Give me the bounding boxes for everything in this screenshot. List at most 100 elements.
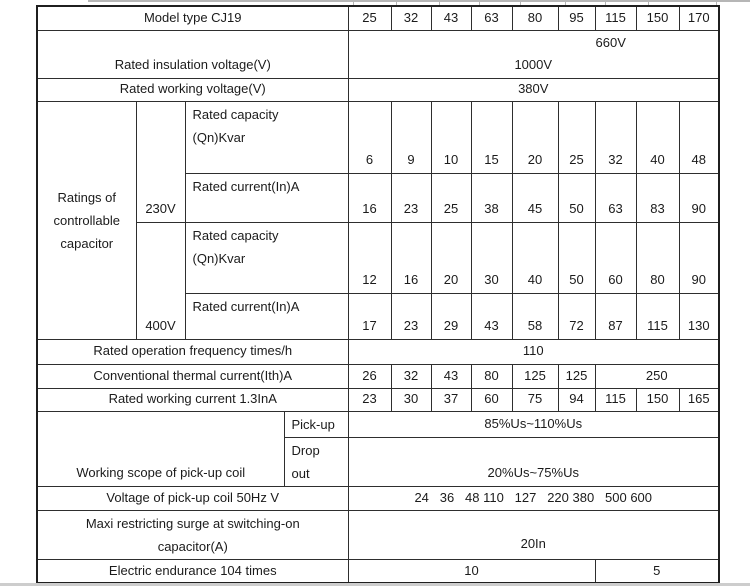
model-column-header: 43 xyxy=(430,5,472,31)
current-230-value: 16 xyxy=(347,172,392,223)
working-current-row: Rated working current 1.3InA 23 30 37 60… xyxy=(36,387,720,412)
current-400-value: 43 xyxy=(470,292,513,340)
thermal-current-merged-value: 250 xyxy=(594,363,720,389)
model-type-header: Model type CJ19 xyxy=(36,5,349,31)
surge-row: Maxi restricting surge at switching-on c… xyxy=(36,509,720,560)
voltage-400-label: 400V xyxy=(135,221,186,340)
capacity-400-row: 400V Rated capacity (Qn)Kvar 12 16 20 30… xyxy=(37,221,720,340)
capacity-400-value: 60 xyxy=(594,221,637,294)
capacity-230-row: Ratings of controllable capacitor 230V R… xyxy=(36,100,720,340)
current-230-value: 50 xyxy=(557,172,596,223)
current-230-row: Rated current(In)A 16 23 25 38 45 50 63 … xyxy=(37,172,720,223)
capacity-230-value: 15 xyxy=(470,100,513,174)
cropped-table-above-tick xyxy=(439,0,440,5)
current-400-value: 130 xyxy=(678,292,720,340)
current-230-value: 45 xyxy=(511,172,559,223)
frequency-label: Rated operation frequency times/h xyxy=(36,338,349,365)
current-230-label: Rated current(In)A xyxy=(184,172,349,223)
model-column-header: 95 xyxy=(557,5,596,31)
working-current-value: 37 xyxy=(430,387,472,412)
thermal-current-value: 43 xyxy=(430,363,472,389)
capacity-400-value: 40 xyxy=(511,221,559,294)
pickup-label: Pick-up xyxy=(283,410,349,438)
current-400-value: 115 xyxy=(635,292,680,340)
current-400-value: 23 xyxy=(390,292,432,340)
cropped-table-above-tick xyxy=(353,0,354,5)
working-current-value: 94 xyxy=(557,387,596,412)
capacity-400-value: 16 xyxy=(390,221,432,294)
capacity-400-value: 90 xyxy=(678,221,720,294)
capacity-400-value: 20 xyxy=(430,221,472,294)
cropped-table-above-tick xyxy=(605,0,606,5)
current-400-row: Rated current(In)A 17 23 29 43 58 72 87 … xyxy=(37,292,720,340)
model-column-header: 80 xyxy=(511,5,559,31)
insulation-voltage-values: 660V 1000V xyxy=(347,29,720,79)
current-400-label: Rated current(In)A xyxy=(184,292,349,340)
capacity-230-value: 6 xyxy=(347,100,392,174)
working-current-value: 150 xyxy=(635,387,680,412)
capacity-400-label: Rated capacity (Qn)Kvar xyxy=(184,221,349,294)
thermal-current-value: 26 xyxy=(347,363,392,389)
model-column-header: 32 xyxy=(390,5,432,31)
working-voltage-label: Rated working voltage(V) xyxy=(36,77,349,102)
cropped-content-below-line xyxy=(0,583,750,586)
cropped-table-above-tick xyxy=(520,0,521,5)
insulation-voltage-660: 660V xyxy=(595,35,626,50)
model-column-header: 150 xyxy=(635,5,680,31)
working-current-value: 115 xyxy=(594,387,637,412)
ratings-label: Ratings of controllable capacitor xyxy=(36,100,137,340)
cropped-table-above-tick xyxy=(648,0,649,5)
cropped-table-above-tick xyxy=(565,0,566,5)
working-current-value: 75 xyxy=(511,387,559,412)
capacity-230-value: 40 xyxy=(635,100,680,174)
current-230-value: 25 xyxy=(430,172,472,223)
capacity-230-value: 48 xyxy=(678,100,720,174)
insulation-voltage-1000: 1000V xyxy=(514,57,553,72)
thermal-current-value: 80 xyxy=(470,363,513,389)
coil-voltage-row: Voltage of pick-up coil 50Hz V 24 36 48 … xyxy=(36,485,720,511)
pickup-row: Working scope of pick-up coil Pick-up 85… xyxy=(36,410,720,487)
capacity-400-value: 80 xyxy=(635,221,680,294)
cropped-table-above-tick xyxy=(396,0,397,5)
current-400-value: 29 xyxy=(430,292,472,340)
pickup-value: 85%Us~110%Us xyxy=(347,410,720,438)
capacity-230-value: 20 xyxy=(511,100,559,174)
working-current-label: Rated working current 1.3InA xyxy=(36,387,349,412)
model-column-header: 115 xyxy=(594,5,637,31)
thermal-current-value: 125 xyxy=(511,363,559,389)
model-column-header: 170 xyxy=(678,5,720,31)
current-400-value: 87 xyxy=(594,292,637,340)
cropped-table-above-tick xyxy=(716,0,717,5)
frequency-value: 110 xyxy=(347,338,720,365)
model-column-header: 63 xyxy=(470,5,513,31)
thermal-current-label: Conventional thermal current(Ith)A xyxy=(36,363,349,389)
pickup-scope-label: Working scope of pick-up coil xyxy=(36,410,285,487)
capacity-230-value: 10 xyxy=(430,100,472,174)
current-230-value: 23 xyxy=(390,172,432,223)
current-400-value: 72 xyxy=(557,292,596,340)
current-230-value: 63 xyxy=(594,172,637,223)
capacity-400-value: 12 xyxy=(347,221,392,294)
working-current-value: 30 xyxy=(390,387,432,412)
model-column-header: 25 xyxy=(347,5,392,31)
endurance-value-left: 10 xyxy=(347,558,596,584)
capacity-400-value: 50 xyxy=(557,221,596,294)
working-current-value: 60 xyxy=(470,387,513,412)
working-current-value: 23 xyxy=(347,387,392,412)
dropout-label: Drop out xyxy=(283,436,349,487)
current-400-value: 17 xyxy=(347,292,392,340)
endurance-row: Electric endurance 104 times 10 5 xyxy=(36,558,720,584)
insulation-voltage-row: Rated insulation voltage(V) 660V 1000V xyxy=(36,29,720,79)
surge-label: Maxi restricting surge at switching-on c… xyxy=(36,509,349,560)
working-voltage-row: Rated working voltage(V) 380V xyxy=(36,77,720,102)
capacity-230-value: 32 xyxy=(594,100,637,174)
endurance-value-right: 5 xyxy=(594,558,720,584)
cropped-table-above-tick xyxy=(479,0,480,5)
capacity-230-value: 25 xyxy=(557,100,596,174)
cj19-spec-table: Model type CJ19 25 32 43 63 80 95 115 15… xyxy=(36,5,720,584)
dropout-value: 20%Us~75%Us xyxy=(347,436,720,487)
thermal-current-row: Conventional thermal current(Ith)A 26 32… xyxy=(36,363,720,389)
capacity-400-value: 30 xyxy=(470,221,513,294)
current-230-value: 90 xyxy=(678,172,720,223)
